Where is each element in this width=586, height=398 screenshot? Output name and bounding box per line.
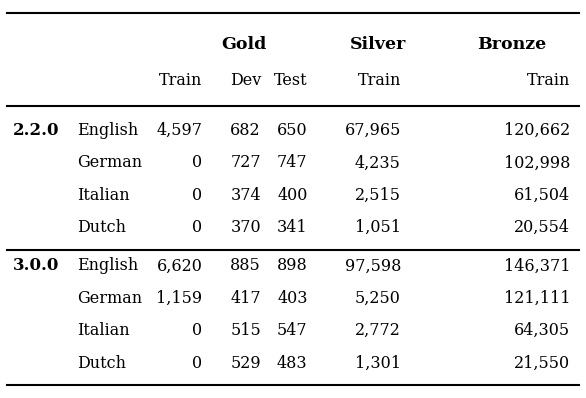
Text: 61,504: 61,504 [514,187,570,204]
Text: 370: 370 [230,219,261,236]
Text: 2,772: 2,772 [355,322,401,339]
Text: 483: 483 [277,355,308,372]
Text: 747: 747 [277,154,308,171]
Text: 6,620: 6,620 [156,258,203,274]
Text: English: English [77,258,138,274]
Text: Dutch: Dutch [77,355,126,372]
Text: 2.2.0: 2.2.0 [13,122,60,139]
Text: German: German [77,154,142,171]
Text: 0: 0 [192,154,203,171]
Text: 121,111: 121,111 [503,290,570,307]
Text: 120,662: 120,662 [504,122,570,139]
Text: 4,235: 4,235 [355,154,401,171]
Text: 0: 0 [192,322,203,339]
Text: Silver: Silver [349,36,406,53]
Text: Italian: Italian [77,322,130,339]
Text: Train: Train [159,72,203,89]
Text: Test: Test [274,72,308,89]
Text: 0: 0 [192,355,203,372]
Text: Train: Train [527,72,570,89]
Text: 682: 682 [230,122,261,139]
Text: 2,515: 2,515 [355,187,401,204]
Text: Dev: Dev [230,72,261,89]
Text: 400: 400 [277,187,308,204]
Text: 0: 0 [192,219,203,236]
Text: 97,598: 97,598 [345,258,401,274]
Text: 374: 374 [230,187,261,204]
Text: 403: 403 [277,290,308,307]
Text: Train: Train [357,72,401,89]
Text: 5,250: 5,250 [355,290,401,307]
Text: 3.0.0: 3.0.0 [13,258,59,274]
Text: English: English [77,122,138,139]
Text: 417: 417 [230,290,261,307]
Text: 341: 341 [277,219,308,236]
Text: 650: 650 [277,122,308,139]
Text: Italian: Italian [77,187,130,204]
Text: 146,371: 146,371 [503,258,570,274]
Text: 67,965: 67,965 [345,122,401,139]
Text: 1,301: 1,301 [355,355,401,372]
Text: 547: 547 [277,322,308,339]
Text: 1,159: 1,159 [156,290,203,307]
Text: 21,550: 21,550 [514,355,570,372]
Text: German: German [77,290,142,307]
Text: Gold: Gold [221,36,266,53]
Text: 4,597: 4,597 [156,122,203,139]
Text: Bronze: Bronze [477,36,546,53]
Text: 898: 898 [277,258,308,274]
Text: 1,051: 1,051 [355,219,401,236]
Text: 0: 0 [192,187,203,204]
Text: 529: 529 [230,355,261,372]
Text: 515: 515 [230,322,261,339]
Text: 64,305: 64,305 [514,322,570,339]
Text: 102,998: 102,998 [503,154,570,171]
Text: 727: 727 [230,154,261,171]
Text: 885: 885 [230,258,261,274]
Text: 20,554: 20,554 [514,219,570,236]
Text: Dutch: Dutch [77,219,126,236]
